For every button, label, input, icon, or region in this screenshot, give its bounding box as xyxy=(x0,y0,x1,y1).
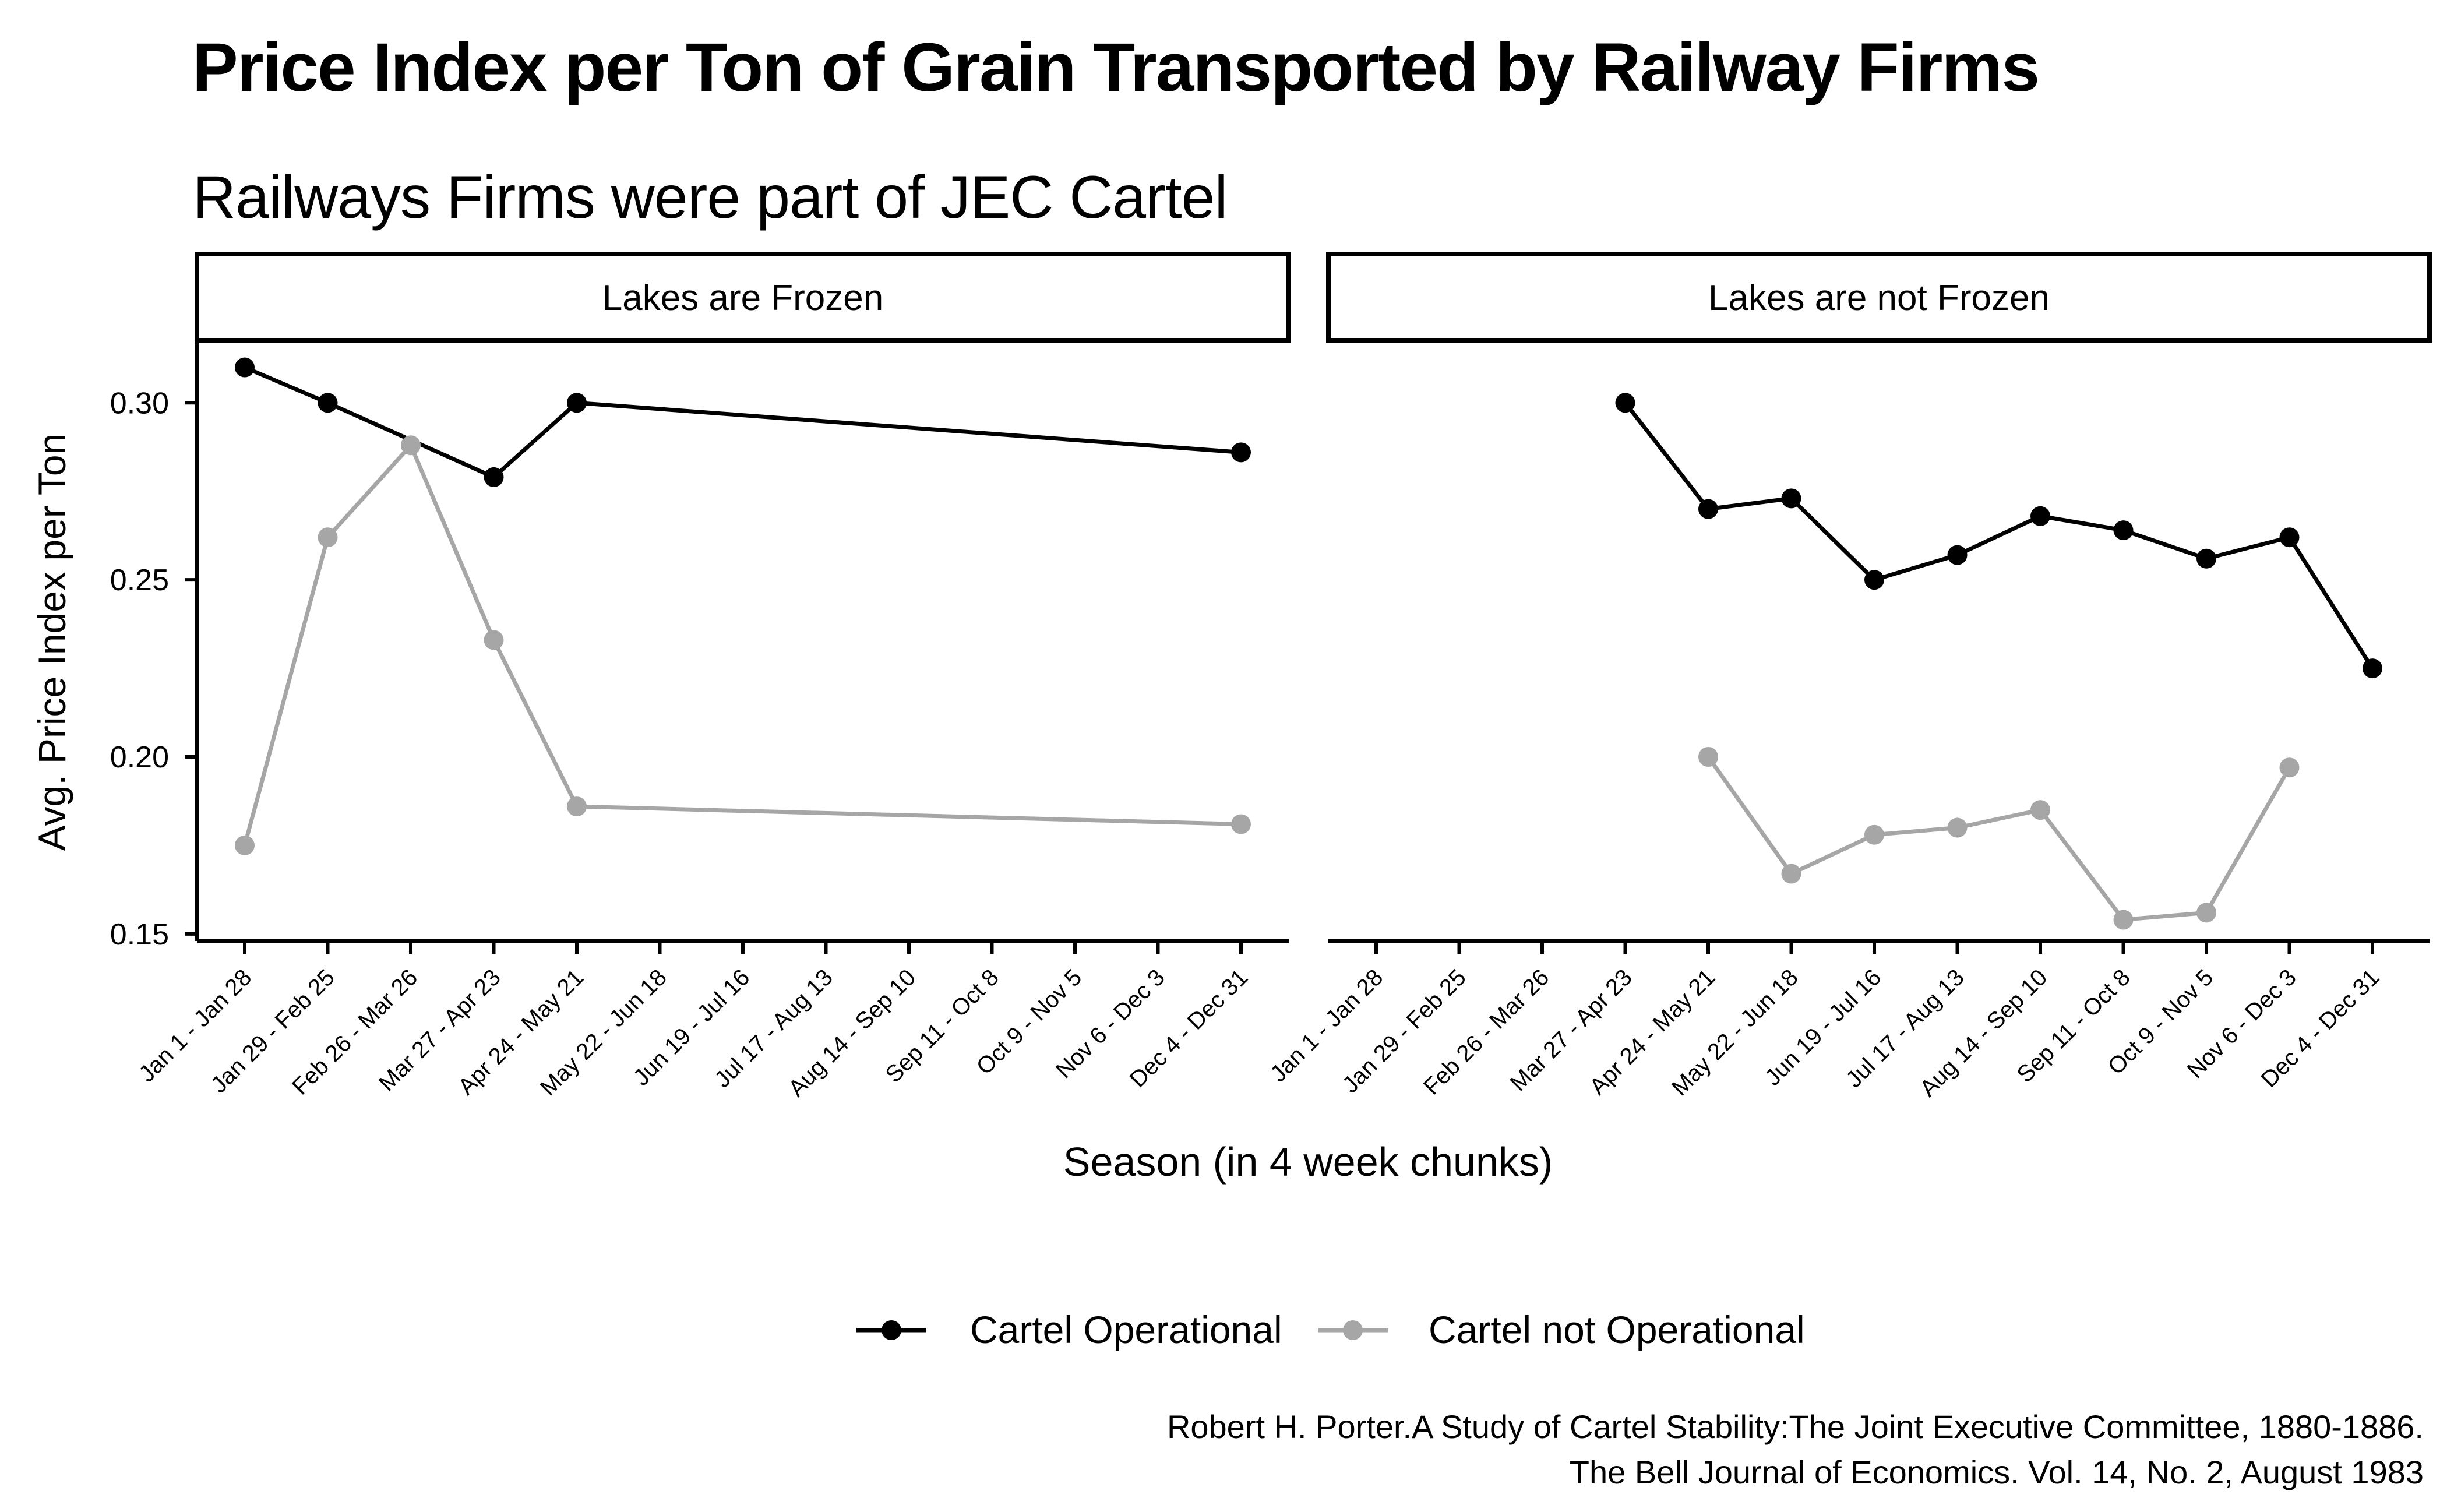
data-point xyxy=(567,796,587,817)
legend-key-point xyxy=(882,1320,901,1340)
caption-line-1: Robert H. Porter.A Study of Cartel Stabi… xyxy=(1166,1408,2424,1445)
data-point xyxy=(2279,757,2300,778)
data-point xyxy=(1698,499,1718,519)
legend-key-point xyxy=(1343,1320,1363,1340)
data-point xyxy=(1947,545,1968,565)
data-point xyxy=(1864,824,1884,845)
caption-line-2: The Bell Journal of Economics. Vol. 14, … xyxy=(1569,1454,2424,1490)
y-tick-label: 0.15 xyxy=(110,918,169,951)
data-point xyxy=(2113,910,2134,930)
caption: Robert H. Porter.A Study of Cartel Stabi… xyxy=(1167,1404,2424,1495)
legend-label: Cartel not Operational xyxy=(1429,1308,1805,1351)
y-axis-title: Avg. Price Index per Ton xyxy=(30,433,73,851)
y-tick-label: 0.30 xyxy=(110,386,169,420)
series-line xyxy=(1623,401,2374,669)
data-point xyxy=(235,835,255,855)
data-point xyxy=(235,357,255,378)
series-line xyxy=(242,443,1242,846)
chart-subtitle: Railways Firms were part of JEC Cartel xyxy=(192,164,1228,231)
x-axis-title: Season (in 4 week chunks) xyxy=(1063,1139,1553,1185)
data-point xyxy=(2279,527,2300,548)
data-point xyxy=(318,527,338,548)
facet-strip xyxy=(195,252,1291,343)
data-point xyxy=(2363,658,2382,679)
data-point xyxy=(1615,393,1635,413)
data-point xyxy=(1231,442,1251,463)
data-point xyxy=(1698,747,1718,767)
data-point xyxy=(2196,903,2216,923)
data-point xyxy=(484,630,504,650)
data-point xyxy=(401,435,421,456)
data-point xyxy=(1781,864,1801,884)
data-point xyxy=(567,393,587,413)
y-tick-label: 0.25 xyxy=(110,563,169,597)
facet-strip-label: Lakes are not Frozen xyxy=(1708,278,2050,318)
legend-label: Cartel Operational xyxy=(970,1308,1282,1351)
series-line xyxy=(1706,755,2291,922)
y-tick-label: 0.20 xyxy=(110,741,169,774)
data-point xyxy=(2030,800,2050,820)
data-point xyxy=(2113,520,2134,541)
data-point xyxy=(1864,570,1884,590)
chart-title: Price Index per Ton of Grain Transported… xyxy=(192,29,2040,106)
data-point xyxy=(1781,488,1801,509)
facet-strip-label: Lakes are Frozen xyxy=(602,278,883,318)
data-point xyxy=(484,467,504,487)
data-point xyxy=(318,393,338,413)
data-point xyxy=(2196,548,2216,569)
facet-strip xyxy=(1326,252,2432,343)
data-point xyxy=(2030,506,2050,526)
data-point xyxy=(1231,814,1251,834)
data-point xyxy=(1947,817,1968,838)
